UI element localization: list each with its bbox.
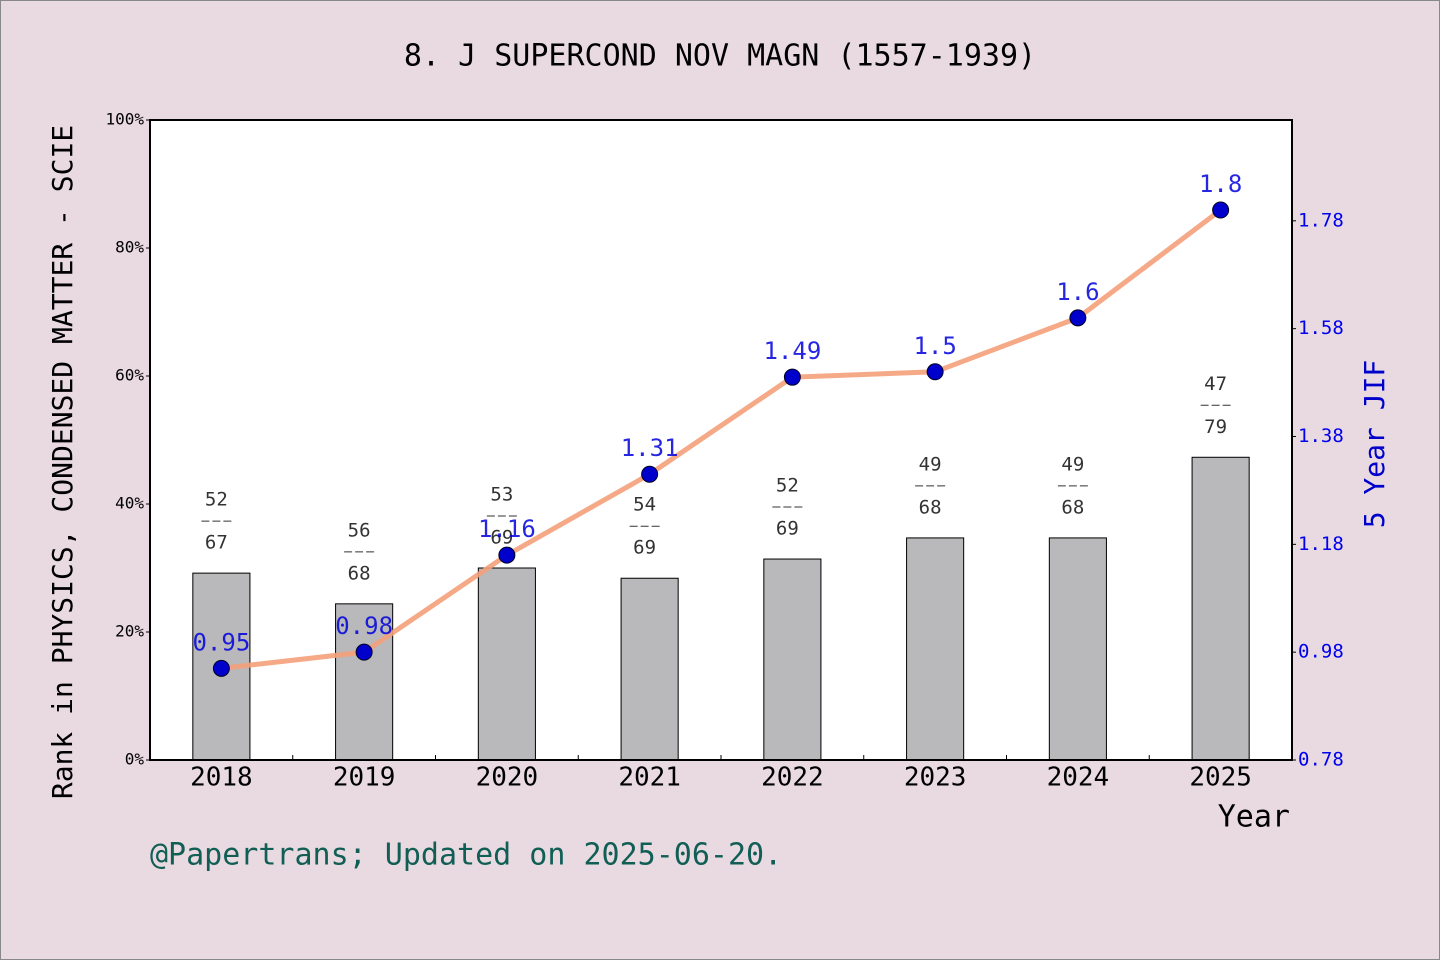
bar [1048,537,1107,761]
plot-frame [149,119,1293,761]
x-tick-label: 2022 [761,763,824,793]
jif-line [221,208,1223,671]
y2-tick-label: 1.38 [1298,425,1344,447]
y-axis-label: Rank in PHYSICS, CONDENSED MATTER - SCIE [46,125,79,799]
y-tick-label: 60% [115,366,144,385]
total-label: 68 [1061,496,1084,518]
y2-tick-label: 1.18 [1298,533,1344,555]
rank-label: 56 [348,519,371,541]
x-axis-label: Year [1218,800,1290,835]
jif-value-label: 1.31 [621,434,679,462]
jif-point [1069,309,1087,327]
x-tick-label: 2024 [1047,763,1110,793]
jif-point [498,546,516,564]
jif-value-label: 1.8 [1199,170,1242,198]
x-tick-label: 2021 [618,763,681,793]
jif-point [1212,201,1230,219]
plot-area [150,120,1292,760]
total-label: 68 [919,496,942,518]
x-tick-label: 2023 [904,763,967,793]
rank-label: 52 [776,475,799,497]
jif-point [783,368,801,386]
jif-point [641,465,659,483]
bar [620,577,679,761]
rank-label: 49 [1061,453,1084,475]
x-tick-label: 2018 [190,763,253,793]
y-tick-label: 80% [115,238,144,257]
total-label: 67 [205,532,228,554]
total-label: 69 [776,518,799,540]
rank-label: 54 [633,494,656,516]
jif-value-label: 1.5 [913,332,956,360]
x-tick-label: 2025 [1189,763,1252,793]
y2-tick-label: 0.98 [1298,641,1344,663]
rank-label: 49 [919,453,942,475]
bar [763,558,822,761]
x-tick-label: 2020 [476,763,539,793]
rank-label: 53 [490,484,513,506]
y-tick-label: 20% [115,622,144,641]
jif-value-label: 1.49 [763,337,821,365]
x-tick-label: 2019 [333,763,396,793]
y-tick-label: 0% [125,750,145,769]
jif-point [355,643,373,661]
bar [477,567,536,761]
chart-title: 8. J SUPERCOND NOV MAGN (1557-1939) [404,39,1036,74]
rank-label: 52 [205,489,228,511]
jif-value-label: 0.98 [335,612,393,640]
y2-tick-label: 1.78 [1298,209,1344,231]
jif-value-label: 1.16 [478,515,536,543]
bar [335,603,394,761]
total-label: 79 [1204,416,1227,438]
y2-tick-label: 1.58 [1298,317,1344,339]
total-label: 69 [633,537,656,559]
jif-value-label: 1.6 [1056,278,1099,306]
bar [906,537,965,761]
y-tick-label: 100% [105,110,144,129]
bar [1191,456,1250,761]
y-tick-label: 40% [115,494,144,513]
total-label: 68 [348,562,371,584]
y2-axis-label: 5 Year JIF [1358,360,1391,529]
jif-point [212,659,230,677]
jif-value-label: 0.95 [192,628,250,656]
footer: @Papertrans; Updated on 2025-06-20. [150,838,782,873]
rank-label: 47 [1204,373,1227,395]
y2-tick-label: 0.78 [1298,749,1344,771]
jif-point [926,363,944,381]
total-label: 69 [490,527,513,549]
